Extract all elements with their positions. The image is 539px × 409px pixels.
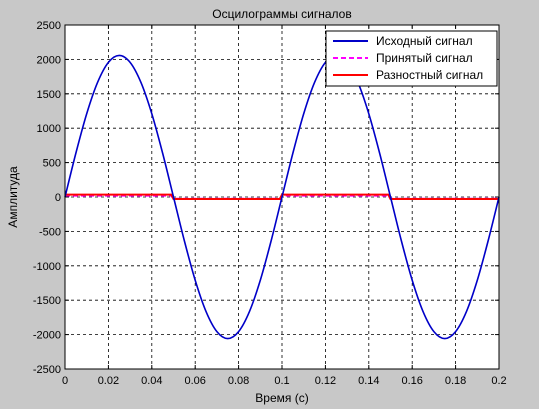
y-tick-label: 2500 (37, 20, 61, 32)
y-tick-label: -500 (39, 226, 61, 238)
x-tick-label: 0.04 (141, 375, 162, 387)
y-tick-label: -2000 (33, 330, 61, 342)
x-tick-label: 0.1 (274, 375, 289, 387)
y-tick-label: 1000 (37, 123, 61, 135)
x-tick-label: 0.2 (491, 375, 506, 387)
x-tick-label: 0.06 (184, 375, 205, 387)
x-tick-label: 0.02 (98, 375, 119, 387)
legend-label-1: Исходный сигнал (376, 34, 473, 48)
grid (65, 25, 499, 369)
y-tick-label: 0 (55, 192, 61, 204)
y-tick-label: 2000 (37, 54, 61, 66)
x-tick-label: 0.18 (445, 375, 466, 387)
x-tick-label: 0 (62, 375, 68, 387)
y-tick-label: -1500 (33, 295, 61, 307)
series-layer (64, 54, 500, 340)
y-tick-label: -2500 (33, 364, 61, 376)
legend: Исходный сигнал Принятый сигнал Разностный… (325, 30, 498, 87)
legend-label-3: Разностный сигнал (376, 68, 483, 82)
y-tick-label: -1000 (33, 261, 61, 273)
x-axis-label: Время (с) (255, 391, 308, 405)
y-axis-label: Амплитуда (6, 166, 20, 228)
y-tick-label: 1500 (37, 89, 61, 101)
x-tick-label: 0.16 (401, 375, 422, 387)
y-tick-label: 500 (43, 158, 61, 170)
x-tick-label: 0.12 (315, 375, 336, 387)
x-tick-label: 0.08 (228, 375, 249, 387)
series-line-1 (64, 54, 500, 340)
x-axis-ticks: 0 0.02 0.04 0.06 0.08 0.1 0.12 0.14 0.16 0.18 0.2 (62, 25, 507, 387)
legend-label-2: Принятый сигнал (376, 51, 473, 65)
chart-title: Осцилограммы сигналов (212, 7, 351, 21)
y-axis-ticks: -2500 -2000 -1500 -1000 -500 0 500 1000 1500 2000… (33, 20, 499, 376)
x-tick-label: 0.14 (358, 375, 379, 387)
